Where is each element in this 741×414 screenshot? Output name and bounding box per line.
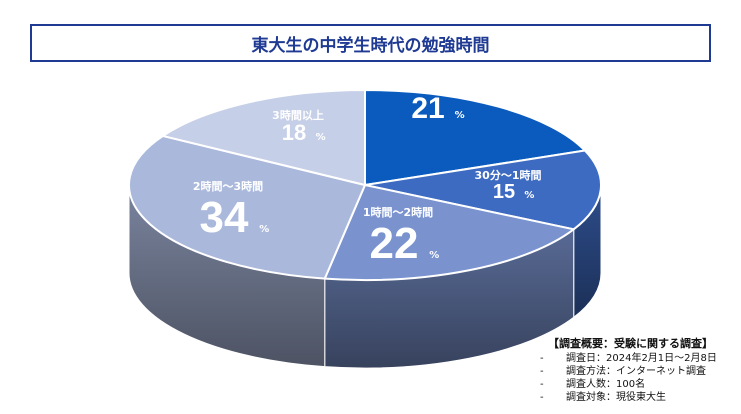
pie-unit-label-0: % <box>455 110 465 121</box>
pie-category-label-2: 1時間～2時間 <box>363 205 433 219</box>
survey-title: 【調査概要：受験に関する調査】 <box>548 337 713 350</box>
chart-title: 東大生の中学生時代の勉強時間 <box>30 24 711 62</box>
pie-unit-label-1: % <box>524 190 534 201</box>
pie-unit-label-4: % <box>316 132 326 143</box>
pie-value-label-0: 21 <box>411 92 444 125</box>
pie-category-label-1: 30分～1時間 <box>475 168 542 182</box>
pie-side-walls <box>128 184 602 369</box>
pie-value-label-4: 18 <box>282 120 306 145</box>
survey-item-date: 調査日：2024年2月1日～2月8日 <box>540 352 736 365</box>
pie-unit-label-3: % <box>259 224 269 235</box>
survey-item-count: 調査人数：100名 <box>540 378 736 391</box>
survey-item-method: 調査方法：インターネット調査 <box>540 365 736 378</box>
pie-slice-2 <box>323 184 575 281</box>
pie-slice-4 <box>161 89 366 186</box>
pie-value-label-3: 34 <box>200 193 249 242</box>
pie-value-label-2: 22 <box>370 219 419 268</box>
pie-top-slices <box>128 89 602 281</box>
survey-list: 調査日：2024年2月1日～2月8日 調査方法：インターネット調査 調査人数：1… <box>540 352 736 404</box>
pie-category-label-4: 3時間以上 <box>272 108 324 122</box>
survey-summary: 【調査概要：受験に関する調査】 調査日：2024年2月1日～2月8日 調査方法：… <box>540 337 736 404</box>
pie-category-label-0: 0～30分 <box>410 79 455 93</box>
pie-slice-1 <box>364 149 602 231</box>
pie-value-label-1: 15 <box>493 181 515 203</box>
pie-unit-label-2: % <box>429 250 439 261</box>
survey-item-target: 調査対象：現役東大生 <box>540 391 736 404</box>
pie-category-label-3: 2時間～3時間 <box>193 179 263 193</box>
pie-slice-0 <box>364 89 586 186</box>
